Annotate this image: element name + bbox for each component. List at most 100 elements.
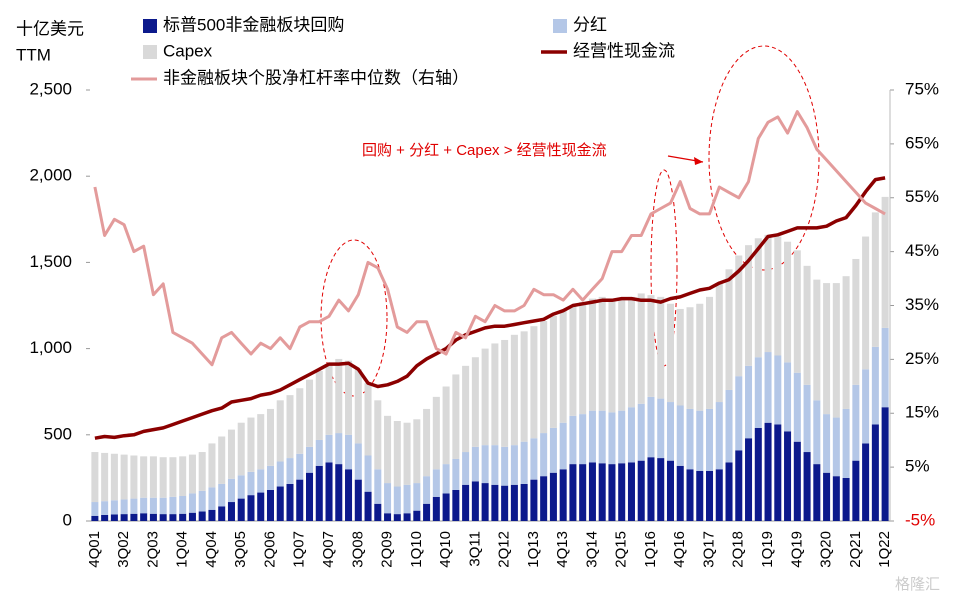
bar-segment bbox=[286, 395, 294, 459]
bar-segment bbox=[227, 429, 235, 479]
legend-label: 标普500非金融板块回购 bbox=[163, 15, 344, 34]
bar-segment bbox=[784, 362, 792, 432]
bar-segment bbox=[676, 465, 684, 521]
bar-segment bbox=[130, 498, 138, 514]
bar-segment bbox=[862, 236, 870, 370]
bar-segment bbox=[413, 483, 421, 511]
bar-segment bbox=[491, 343, 499, 446]
bar-segment bbox=[657, 398, 665, 459]
bar-segment bbox=[140, 497, 148, 514]
bar-segment bbox=[374, 469, 382, 504]
bar-segment bbox=[169, 514, 177, 521]
bar-segment bbox=[120, 499, 128, 515]
bar-segment bbox=[227, 502, 235, 521]
y2-tick-label: 35% bbox=[905, 295, 939, 314]
bar-segment bbox=[481, 348, 489, 446]
bar-segment bbox=[735, 450, 743, 521]
bar-segment bbox=[832, 476, 840, 521]
bar-segment bbox=[91, 452, 99, 503]
legend-label: Capex bbox=[163, 41, 213, 60]
bar-segment bbox=[627, 407, 635, 463]
bar-segment bbox=[862, 443, 870, 521]
x-tick-label: 3Q02 bbox=[115, 531, 132, 568]
bar-segment bbox=[666, 402, 674, 461]
bar-segment bbox=[247, 495, 255, 521]
bar-segment bbox=[745, 245, 753, 366]
bar-segment bbox=[208, 443, 216, 488]
x-tick-label: 3Q05 bbox=[232, 531, 249, 568]
bar-segment bbox=[335, 358, 343, 434]
bar-segment bbox=[881, 327, 889, 408]
bar-segment bbox=[784, 431, 792, 521]
bar-segment bbox=[306, 379, 314, 447]
bar-segment bbox=[842, 477, 850, 521]
bar-segment bbox=[491, 445, 499, 485]
bar-segment bbox=[784, 241, 792, 363]
bar-segment bbox=[296, 479, 304, 521]
bar-segment bbox=[627, 296, 635, 408]
bar-segment bbox=[325, 462, 333, 521]
bar-segment bbox=[442, 493, 450, 521]
bar-segment bbox=[608, 298, 616, 413]
bar-segment bbox=[569, 305, 577, 416]
bar-segment bbox=[510, 484, 518, 521]
bar-segment bbox=[637, 460, 645, 521]
bar-segment bbox=[403, 513, 411, 521]
bar-segment bbox=[452, 489, 460, 521]
bar-segment bbox=[579, 464, 587, 521]
bar-segment bbox=[647, 396, 655, 458]
bar-segment bbox=[725, 269, 733, 390]
bar-segment bbox=[432, 496, 440, 521]
bar-segment bbox=[315, 371, 323, 440]
y-tick-label: 2,000 bbox=[29, 166, 72, 185]
bar-segment bbox=[559, 469, 567, 521]
bar-segment bbox=[647, 457, 655, 521]
x-tick-label: 2Q15 bbox=[613, 531, 630, 568]
bar-segment bbox=[774, 236, 782, 356]
bar-segment bbox=[696, 303, 704, 411]
bar-segment bbox=[715, 402, 723, 470]
bar-segment bbox=[296, 388, 304, 454]
bar-segment bbox=[510, 334, 518, 446]
bar-segment bbox=[384, 483, 392, 514]
bar-segment bbox=[579, 302, 587, 415]
bar-segment bbox=[735, 255, 743, 377]
bar-segment bbox=[247, 417, 255, 472]
bar-segment bbox=[179, 513, 187, 521]
bar-segment bbox=[413, 510, 421, 521]
bar-segment bbox=[569, 464, 577, 521]
bar-segment bbox=[266, 489, 274, 521]
bar-segment bbox=[120, 514, 128, 521]
bar-segment bbox=[696, 471, 704, 521]
bar-segment bbox=[871, 346, 879, 425]
bar-segment bbox=[345, 469, 353, 521]
bar-segment bbox=[862, 369, 870, 444]
bar-segment bbox=[276, 486, 284, 521]
bar-segment bbox=[354, 479, 362, 521]
y2-tick-label: 45% bbox=[905, 241, 939, 260]
bar-segment bbox=[286, 458, 294, 484]
bar-segment bbox=[530, 326, 538, 439]
bar-segment bbox=[325, 434, 333, 463]
legend-swatch bbox=[143, 45, 157, 59]
x-tick-label: 2Q03 bbox=[144, 531, 161, 568]
bar-segment bbox=[803, 384, 811, 453]
bar-segment bbox=[188, 493, 196, 513]
bar-segment bbox=[803, 265, 811, 385]
bar-segment bbox=[852, 258, 860, 385]
bar-segment bbox=[598, 463, 606, 521]
bar-segment bbox=[188, 512, 196, 521]
bar-segment bbox=[218, 436, 226, 484]
bar-segment bbox=[706, 296, 714, 409]
bar-segment bbox=[432, 396, 440, 470]
bar-segment bbox=[706, 408, 714, 472]
bar-segment bbox=[198, 490, 206, 512]
x-tick-label: 1Q10 bbox=[408, 531, 425, 568]
bar-segment bbox=[462, 452, 470, 485]
bar-segment bbox=[618, 410, 626, 464]
bar-segment bbox=[637, 293, 645, 404]
bar-segment bbox=[179, 496, 187, 514]
bar-segment bbox=[579, 414, 587, 465]
bar-segment bbox=[403, 484, 411, 514]
bar-segment bbox=[481, 445, 489, 484]
